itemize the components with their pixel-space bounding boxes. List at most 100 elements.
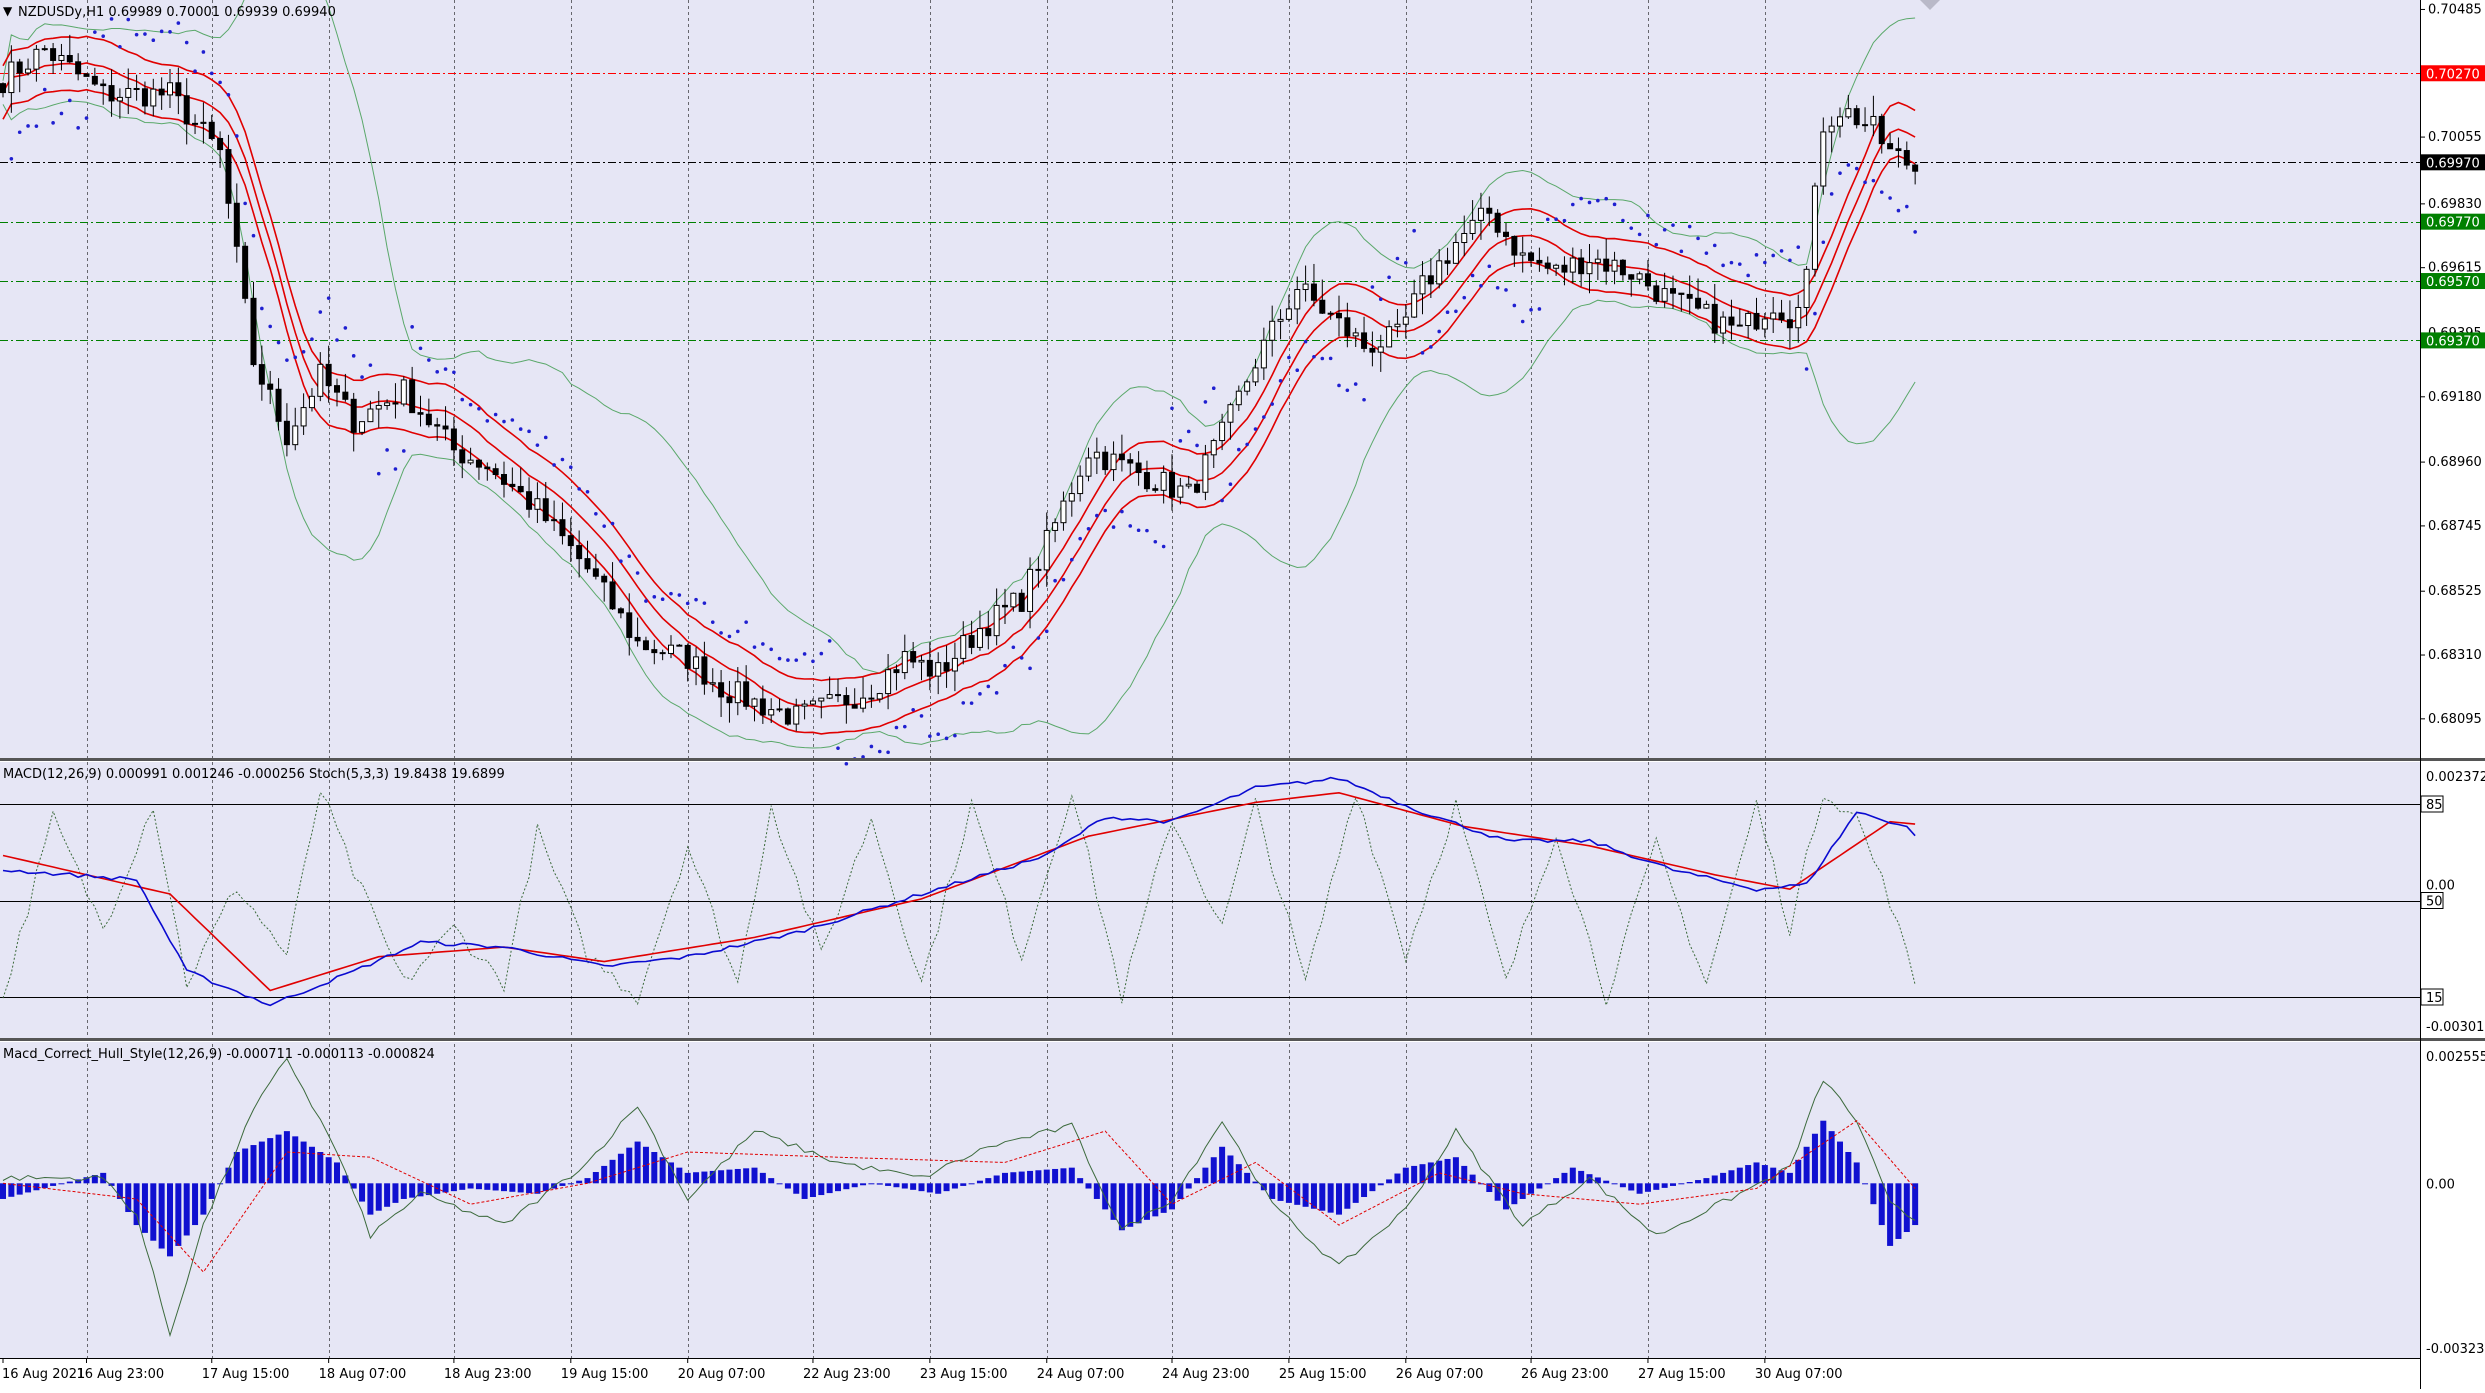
time-tick-label: 27 Aug 15:00 bbox=[1638, 1367, 1726, 1382]
candle-body bbox=[1185, 483, 1192, 487]
hull-histogram-bar bbox=[233, 1152, 240, 1184]
sar-dot bbox=[1520, 319, 1525, 324]
level-price-text: 0.70270 bbox=[2426, 67, 2480, 82]
sar-dot bbox=[1479, 284, 1483, 288]
hull-histogram-bar bbox=[759, 1172, 766, 1184]
hull-histogram-bar bbox=[484, 1183, 491, 1190]
sar-dot bbox=[535, 443, 540, 447]
candle-body bbox=[125, 87, 132, 98]
candle-body bbox=[492, 468, 499, 476]
candle-body bbox=[835, 694, 841, 697]
candle-body bbox=[1043, 529, 1050, 571]
hull-histogram-bar bbox=[317, 1152, 324, 1184]
sar-dot bbox=[1554, 217, 1558, 222]
sar-dot bbox=[159, 29, 164, 34]
candle-body bbox=[1795, 306, 1802, 329]
hull-histogram-bar bbox=[1494, 1183, 1501, 1201]
hull-histogram-bar bbox=[25, 1183, 32, 1193]
sar-dot bbox=[276, 340, 281, 345]
sar-dot bbox=[1913, 230, 1917, 234]
candle-body bbox=[1377, 346, 1384, 353]
time-tick-label: 24 Aug 23:00 bbox=[1162, 1367, 1250, 1382]
price-axis[interactable]: 0.70485 0.70270 0.70055 0.69830 0.69615 0.693… bbox=[2420, 2, 2485, 727]
hull-axis[interactable]: 0.002555 0.00 -0.003233 bbox=[2426, 1050, 2485, 1357]
sar-dot bbox=[1813, 311, 1817, 316]
price-tick-label: 0.68745 bbox=[2428, 519, 2482, 534]
hull-histogram-bar bbox=[943, 1183, 950, 1192]
hull-histogram-bar bbox=[417, 1183, 424, 1197]
sar-dot bbox=[1362, 397, 1366, 402]
candle-body bbox=[258, 364, 265, 385]
hull-histogram-bar bbox=[1820, 1120, 1827, 1184]
candle-body bbox=[626, 612, 633, 638]
candle-body bbox=[1369, 347, 1376, 353]
candle-body bbox=[1703, 303, 1710, 309]
hull-histogram-bar bbox=[1661, 1183, 1668, 1188]
sar-dot bbox=[268, 324, 273, 329]
candle-body bbox=[1002, 604, 1008, 608]
hull-histogram-bar bbox=[33, 1183, 40, 1191]
candle-body bbox=[1486, 207, 1493, 214]
sar-dot bbox=[1621, 218, 1625, 223]
candle-body bbox=[1110, 453, 1117, 471]
sar-dot bbox=[911, 707, 915, 712]
hull-histogram-bar bbox=[584, 1178, 591, 1184]
time-tick-label: 26 Aug 07:00 bbox=[1396, 1367, 1484, 1382]
hull-histogram-bar bbox=[509, 1183, 516, 1192]
hull-histogram-bar bbox=[1469, 1174, 1476, 1184]
candle-body bbox=[809, 700, 816, 705]
sar-dot bbox=[552, 463, 556, 467]
sar-dot bbox=[310, 337, 314, 341]
sar-dot bbox=[727, 634, 732, 639]
macd-signal-line bbox=[2, 791, 1916, 992]
candle-body bbox=[551, 519, 558, 522]
sar-dot bbox=[1537, 307, 1542, 311]
hull-histogram-bar bbox=[1870, 1183, 1877, 1205]
candle-body bbox=[1578, 257, 1585, 275]
sar-dot bbox=[986, 684, 991, 689]
candle-body bbox=[1302, 283, 1309, 291]
hull-histogram-bar bbox=[809, 1183, 816, 1198]
sar-dot bbox=[1262, 415, 1266, 419]
candle-body bbox=[434, 424, 441, 427]
hull-histogram-bar bbox=[1143, 1183, 1150, 1220]
hull-histogram-bar bbox=[459, 1183, 466, 1190]
hull-histogram-bar bbox=[1419, 1164, 1426, 1184]
macd-axis[interactable]: 0.002372 85 0.00 50 15 -0.003019 bbox=[2420, 770, 2485, 1035]
candle-body bbox=[1611, 259, 1618, 272]
sar-dot bbox=[1036, 636, 1041, 640]
hull-histogram-bar bbox=[668, 1162, 674, 1184]
hull-histogram-bar bbox=[1461, 1165, 1468, 1184]
candle-body bbox=[642, 640, 649, 651]
sar-dot bbox=[752, 645, 757, 649]
symbol-menu-arrow[interactable]: ▼ bbox=[3, 4, 13, 18]
candle-body bbox=[935, 662, 942, 677]
sar-dot bbox=[84, 116, 89, 120]
candle-body bbox=[183, 95, 190, 125]
sar-dot bbox=[360, 375, 364, 379]
price-tick-label: 0.69180 bbox=[2428, 390, 2482, 405]
hull-histogram-bar bbox=[116, 1183, 123, 1199]
sar-dot bbox=[1487, 264, 1492, 269]
candle-body bbox=[1085, 457, 1092, 477]
sar-dot bbox=[644, 599, 648, 603]
chart-shift-marker-icon[interactable] bbox=[1920, 0, 1940, 10]
sar-dot bbox=[652, 595, 657, 599]
candle-body bbox=[1477, 207, 1484, 221]
hull-histogram-bar bbox=[1711, 1175, 1718, 1184]
axis-strip bbox=[2420, 0, 2485, 1389]
candle-body bbox=[684, 644, 691, 669]
candle-body bbox=[217, 137, 224, 151]
candle-body bbox=[1310, 283, 1317, 301]
candle-body bbox=[1469, 219, 1476, 234]
hull-histogram-bar bbox=[1127, 1183, 1134, 1227]
candle-body bbox=[400, 379, 407, 405]
hull-histogram-bar bbox=[1753, 1162, 1760, 1184]
sar-dot bbox=[1587, 200, 1592, 205]
hull-histogram-bar bbox=[1402, 1167, 1409, 1184]
hull-histogram-bar bbox=[1895, 1183, 1902, 1239]
candle-body bbox=[50, 48, 57, 61]
